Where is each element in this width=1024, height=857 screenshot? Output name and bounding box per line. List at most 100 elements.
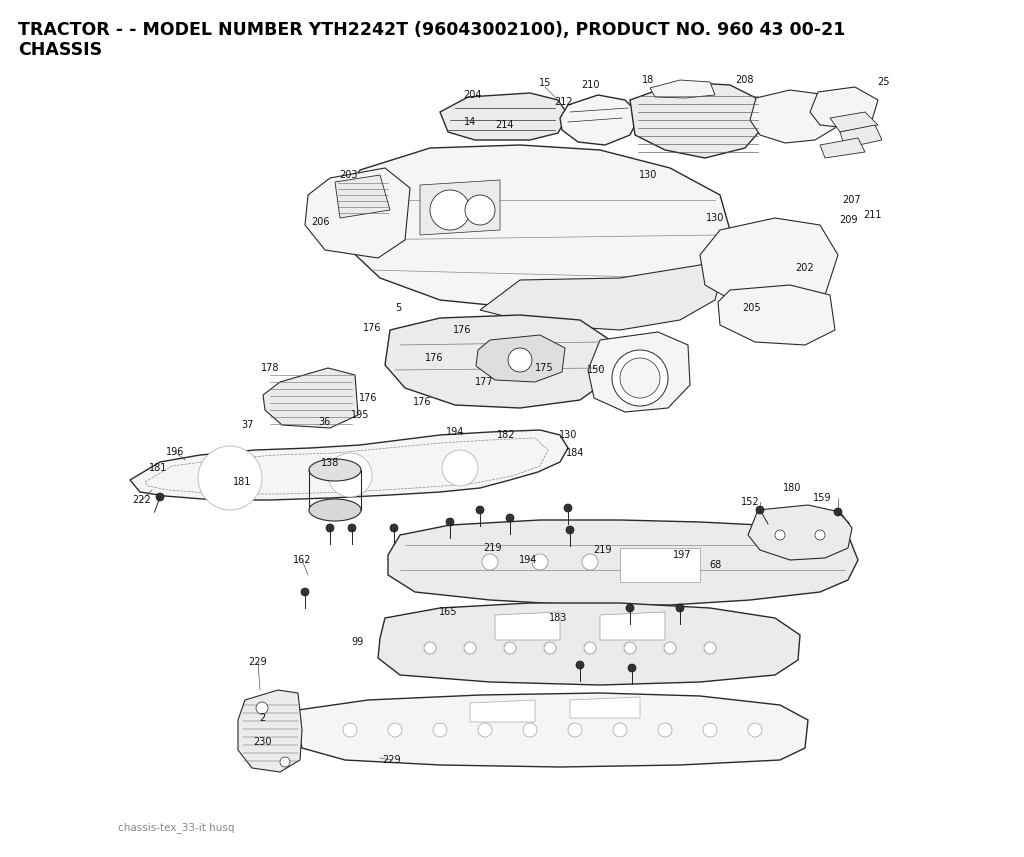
- Text: 175: 175: [535, 363, 553, 373]
- Text: 195: 195: [351, 410, 370, 420]
- Text: 36: 36: [317, 417, 330, 427]
- Text: 219: 219: [593, 545, 611, 555]
- Polygon shape: [630, 82, 765, 158]
- Polygon shape: [570, 697, 640, 718]
- Circle shape: [478, 723, 492, 737]
- Circle shape: [301, 588, 309, 596]
- Text: 222: 222: [133, 495, 152, 505]
- Polygon shape: [480, 245, 730, 330]
- Polygon shape: [650, 80, 715, 98]
- Text: 229: 229: [383, 755, 401, 765]
- Text: 130: 130: [706, 213, 724, 223]
- Circle shape: [703, 723, 717, 737]
- Polygon shape: [388, 520, 858, 605]
- Circle shape: [566, 526, 574, 534]
- Circle shape: [532, 554, 548, 570]
- Text: 150: 150: [587, 365, 605, 375]
- Circle shape: [424, 642, 436, 654]
- Text: 196: 196: [166, 447, 184, 457]
- Circle shape: [620, 358, 660, 398]
- Text: 138: 138: [321, 458, 339, 468]
- Polygon shape: [385, 315, 610, 408]
- Text: 205: 205: [742, 303, 761, 313]
- Circle shape: [464, 642, 476, 654]
- Circle shape: [658, 723, 672, 737]
- Circle shape: [156, 493, 164, 501]
- Text: 2: 2: [259, 713, 265, 723]
- Text: 130: 130: [639, 170, 657, 180]
- Polygon shape: [130, 430, 568, 500]
- Circle shape: [482, 554, 498, 570]
- Circle shape: [676, 604, 684, 612]
- Circle shape: [430, 190, 470, 230]
- Text: 177: 177: [475, 377, 494, 387]
- Ellipse shape: [309, 499, 361, 521]
- Text: 184: 184: [566, 448, 584, 458]
- Text: 209: 209: [839, 215, 857, 225]
- Circle shape: [834, 508, 842, 516]
- Text: 229: 229: [249, 657, 267, 667]
- Circle shape: [582, 554, 598, 570]
- Text: 165: 165: [438, 607, 458, 617]
- Polygon shape: [338, 145, 730, 308]
- Text: 176: 176: [358, 393, 377, 403]
- Text: 181: 181: [148, 463, 167, 473]
- Polygon shape: [238, 690, 302, 772]
- Text: 194: 194: [445, 427, 464, 437]
- Circle shape: [476, 506, 484, 514]
- Polygon shape: [830, 112, 878, 132]
- Text: 15: 15: [539, 78, 551, 88]
- Circle shape: [508, 348, 532, 372]
- Circle shape: [390, 524, 398, 532]
- Ellipse shape: [309, 459, 361, 481]
- Polygon shape: [476, 335, 565, 382]
- Polygon shape: [810, 87, 878, 128]
- Circle shape: [326, 524, 334, 532]
- Text: 203: 203: [340, 170, 358, 180]
- Text: 130: 130: [559, 430, 578, 440]
- Text: 183: 183: [549, 613, 567, 623]
- Text: 212: 212: [555, 97, 573, 107]
- Text: 204: 204: [464, 90, 482, 100]
- Text: 25: 25: [878, 77, 890, 87]
- Text: 202: 202: [796, 263, 814, 273]
- Circle shape: [612, 350, 668, 406]
- Text: TRACTOR - - MODEL NUMBER YTH2242T (96043002100), PRODUCT NO. 960 43 00-21: TRACTOR - - MODEL NUMBER YTH2242T (96043…: [18, 21, 846, 39]
- Circle shape: [664, 642, 676, 654]
- Circle shape: [504, 642, 516, 654]
- Polygon shape: [495, 612, 560, 640]
- Text: 207: 207: [843, 195, 861, 205]
- Circle shape: [584, 642, 596, 654]
- Text: 180: 180: [782, 483, 801, 493]
- Text: 197: 197: [673, 550, 691, 560]
- Polygon shape: [335, 175, 390, 218]
- Circle shape: [388, 723, 402, 737]
- Polygon shape: [840, 125, 882, 148]
- Polygon shape: [440, 93, 568, 140]
- Circle shape: [628, 664, 636, 672]
- Text: 176: 176: [425, 353, 443, 363]
- Polygon shape: [718, 285, 835, 345]
- Text: 194: 194: [519, 555, 538, 565]
- Polygon shape: [560, 95, 640, 145]
- Circle shape: [442, 450, 478, 486]
- Polygon shape: [298, 693, 808, 767]
- Circle shape: [446, 518, 454, 526]
- Polygon shape: [750, 90, 840, 143]
- Polygon shape: [305, 168, 410, 258]
- Text: CHASSIS: CHASSIS: [18, 41, 102, 59]
- Circle shape: [568, 723, 582, 737]
- Circle shape: [433, 723, 447, 737]
- Circle shape: [815, 530, 825, 540]
- Polygon shape: [748, 505, 852, 560]
- Circle shape: [256, 702, 268, 714]
- Text: 208: 208: [736, 75, 755, 85]
- Text: 182: 182: [497, 430, 515, 440]
- Text: 5: 5: [395, 303, 401, 313]
- Polygon shape: [263, 368, 358, 428]
- Circle shape: [544, 642, 556, 654]
- Text: 214: 214: [495, 120, 513, 130]
- Polygon shape: [620, 548, 700, 582]
- Circle shape: [756, 506, 764, 514]
- Polygon shape: [588, 332, 690, 412]
